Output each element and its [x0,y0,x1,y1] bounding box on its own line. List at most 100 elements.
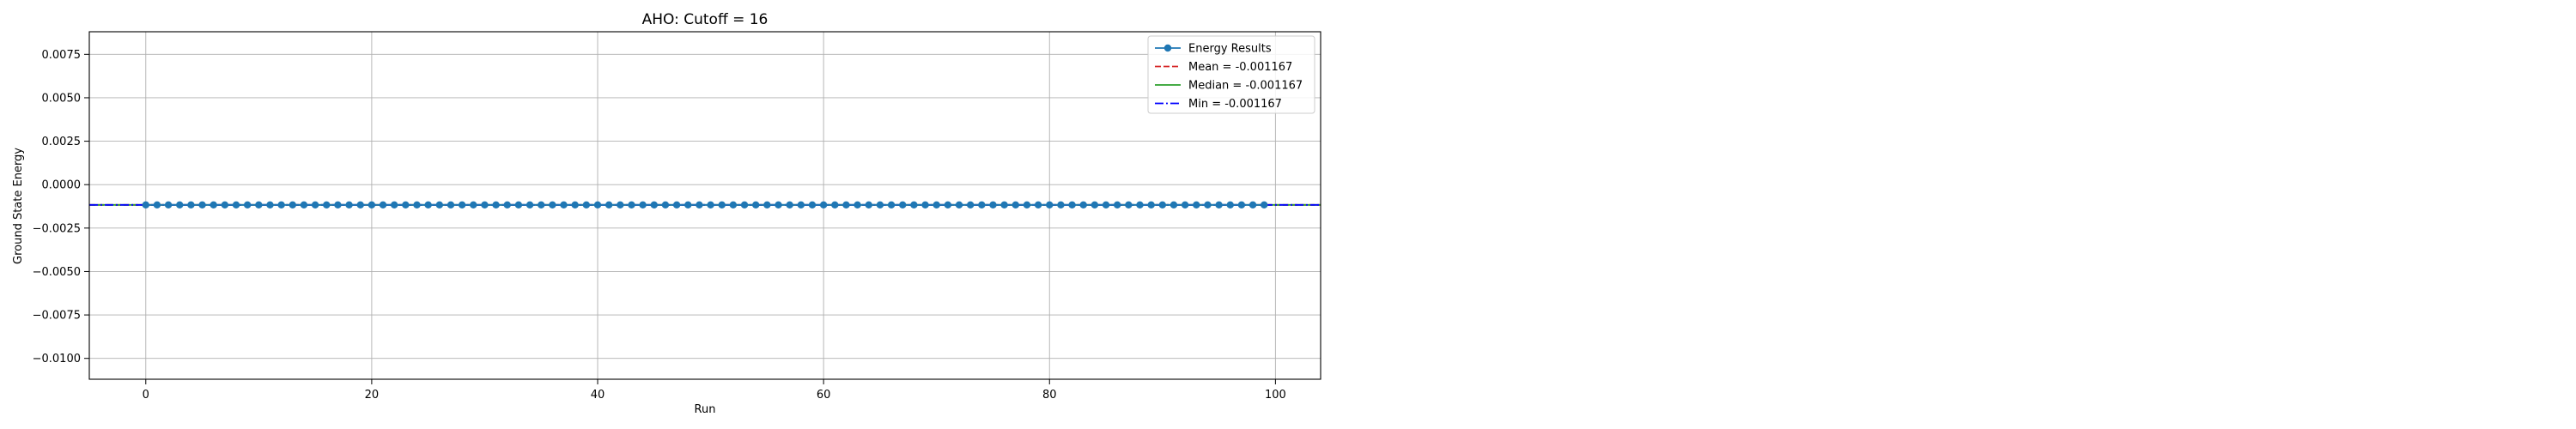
data-point [650,201,658,209]
data-point [176,201,184,209]
legend-box [1147,35,1315,114]
y-axis: 0.0075 0.0050 0.0025 0.0000 −0.0025 −0.0050 −0… [33,49,89,366]
data-point [978,201,986,209]
data-point [1046,201,1054,209]
data-point [707,201,714,209]
chart-title: AHO: Cutoff = 16 [642,11,769,28]
data-point [842,201,850,209]
data-point [413,201,421,209]
data-point [391,201,398,209]
data-point [424,201,432,209]
x-axis: 0 20 40 60 80 100 [143,379,1286,402]
y-axis-label: Ground State Energy [12,148,25,264]
data-point [323,201,331,209]
data-point [1023,201,1031,209]
data-point [1057,201,1065,209]
y-tick-label: 0.0075 [42,49,82,62]
data-point [571,201,579,209]
y-tick-label: 0.0025 [42,136,82,148]
data-point [1237,201,1246,209]
data-point [763,201,771,209]
data-point [356,201,364,209]
data-point [1215,201,1223,209]
data-point [164,201,173,209]
data-point [944,201,952,209]
data-point [639,201,647,209]
x-axis-label: Run [695,403,716,416]
data-point [661,201,670,209]
y-tick-label: −0.0050 [33,266,81,279]
data-point [1136,201,1144,209]
data-point [966,201,975,209]
plot-frame [88,31,1321,380]
data-point [989,201,997,209]
data-point [672,201,681,209]
grid [89,32,1321,379]
data-point [1079,201,1087,209]
data-point [232,201,240,209]
data-point [628,201,635,209]
y-tick-label: −0.0075 [33,310,81,323]
data-point [379,201,387,209]
data-point [1261,201,1268,209]
data-point [1125,201,1133,209]
data-point [221,201,229,209]
series-energy-results [142,201,1268,209]
data-point [1034,201,1042,209]
data-point [797,201,805,209]
data-point [865,201,872,209]
data-point [526,201,534,209]
data-point [1147,201,1155,209]
data-point [198,201,206,209]
data-point [142,201,149,209]
data-point [447,201,455,209]
data-point [899,201,907,209]
data-point [854,201,861,209]
data-point [492,201,500,209]
data-point [300,201,308,209]
data-point [1193,201,1200,209]
data-point [831,201,839,209]
data-point [470,201,477,209]
data-point [402,201,410,209]
data-point [605,201,613,209]
data-point [153,201,161,209]
legend-label: Min = -0.001167 [1188,98,1282,111]
data-point [1113,201,1121,209]
data-point [345,201,353,209]
data-point [210,201,217,209]
data-point [435,201,444,209]
data-point [752,201,760,209]
data-point [1091,201,1099,209]
x-tick-label: 60 [817,389,831,402]
data-point [910,201,918,209]
x-tick-label: 40 [591,389,605,402]
data-point [514,201,523,209]
data-point [696,201,703,209]
legend-marker [1163,44,1172,52]
data-point [740,201,749,209]
data-point [1204,201,1212,209]
data-point [481,201,489,209]
data-point [1226,201,1234,209]
legend: Energy Results Mean = -0.001167 Median = -… [1147,35,1315,114]
data-point [684,201,692,209]
x-tick-label: 0 [143,389,149,402]
data-point [1249,201,1257,209]
data-point [593,201,602,209]
data-point [266,201,274,209]
y-tick-label: 0.0050 [42,92,82,105]
data-point [255,201,263,209]
data-point [775,201,782,209]
data-point [1012,201,1019,209]
y-tick-label: −0.0100 [33,353,81,366]
data-point [1170,201,1178,209]
x-tick-label: 100 [1265,389,1286,402]
data-point [277,201,285,209]
data-point [933,201,940,209]
data-point [560,201,568,209]
data-point [955,201,963,209]
data-point [582,201,591,209]
data-point [718,201,726,209]
